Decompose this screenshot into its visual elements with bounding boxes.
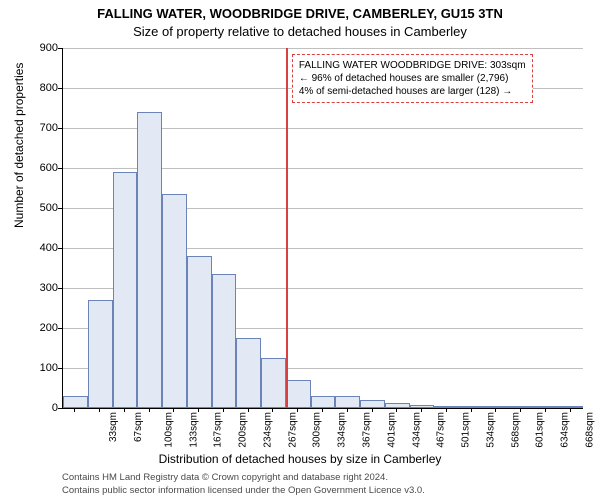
x-tick-label: 634sqm xyxy=(560,412,571,448)
annotation-line: FALLING WATER WOODBRIDGE DRIVE: 303sqm xyxy=(299,59,526,72)
histogram-bar xyxy=(459,406,484,408)
chart-title-main: FALLING WATER, WOODBRIDGE DRIVE, CAMBERL… xyxy=(0,6,600,21)
x-tick-mark xyxy=(198,408,199,412)
chart-title-sub: Size of property relative to detached ho… xyxy=(0,24,600,39)
histogram-bar xyxy=(360,400,385,408)
x-tick-label: 267sqm xyxy=(287,412,298,448)
histogram-bar xyxy=(286,380,311,408)
x-tick-mark xyxy=(99,408,100,412)
annotation-line: ← 96% of detached houses are smaller (2,… xyxy=(299,72,526,85)
x-tick-mark xyxy=(173,408,174,412)
x-tick-label: 434sqm xyxy=(411,412,422,448)
x-tick-mark xyxy=(149,408,150,412)
x-tick-label: 467sqm xyxy=(436,412,447,448)
x-tick-label: 300sqm xyxy=(312,412,323,448)
y-tick-label: 700 xyxy=(18,122,58,134)
x-tick-mark xyxy=(322,408,323,412)
y-tick-label: 100 xyxy=(18,362,58,374)
histogram-chart: FALLING WATER, WOODBRIDGE DRIVE, CAMBERL… xyxy=(0,0,600,500)
x-tick-mark xyxy=(124,408,125,412)
x-tick-mark xyxy=(74,408,75,412)
histogram-bar xyxy=(187,256,212,408)
y-tick-label: 600 xyxy=(18,162,58,174)
x-tick-label: 334sqm xyxy=(337,412,348,448)
footer-line-1: Contains HM Land Registry data © Crown c… xyxy=(62,472,388,483)
x-tick-mark xyxy=(396,408,397,412)
x-tick-mark xyxy=(495,408,496,412)
y-tick-label: 300 xyxy=(18,282,58,294)
x-tick-label: 534sqm xyxy=(485,412,496,448)
x-tick-label: 167sqm xyxy=(213,412,224,448)
x-tick-label: 100sqm xyxy=(163,412,174,448)
y-tick-label: 800 xyxy=(18,82,58,94)
x-tick-mark xyxy=(248,408,249,412)
y-tick-label: 400 xyxy=(18,242,58,254)
x-tick-label: 401sqm xyxy=(386,412,397,448)
x-tick-label: 200sqm xyxy=(238,412,249,448)
footer-line-2: Contains public sector information licen… xyxy=(62,485,425,496)
histogram-bar xyxy=(533,406,558,408)
x-tick-label: 568sqm xyxy=(510,412,521,448)
x-tick-mark xyxy=(272,408,273,412)
reference-line xyxy=(286,48,288,408)
x-tick-label: 601sqm xyxy=(535,412,546,448)
histogram-bar xyxy=(236,338,261,408)
histogram-bar xyxy=(558,406,583,408)
reference-annotation: FALLING WATER WOODBRIDGE DRIVE: 303sqm← … xyxy=(292,54,533,103)
x-tick-mark xyxy=(223,408,224,412)
x-tick-mark xyxy=(421,408,422,412)
y-tick-label: 200 xyxy=(18,322,58,334)
histogram-bar xyxy=(335,396,360,408)
x-tick-label: 133sqm xyxy=(188,412,199,448)
y-tick-label: 900 xyxy=(18,42,58,54)
x-tick-mark xyxy=(347,408,348,412)
histogram-bar xyxy=(137,112,162,408)
histogram-bar xyxy=(212,274,237,408)
histogram-bar xyxy=(311,396,336,408)
x-axis-label: Distribution of detached houses by size … xyxy=(0,452,600,466)
plot-area: FALLING WATER WOODBRIDGE DRIVE: 303sqm← … xyxy=(62,48,583,409)
x-tick-mark xyxy=(520,408,521,412)
x-tick-mark xyxy=(570,408,571,412)
x-tick-mark xyxy=(545,408,546,412)
x-tick-mark xyxy=(471,408,472,412)
histogram-bar xyxy=(162,194,187,408)
x-tick-mark xyxy=(446,408,447,412)
x-tick-label: 501sqm xyxy=(461,412,472,448)
histogram-bar xyxy=(63,396,88,408)
annotation-line: 4% of semi-detached houses are larger (1… xyxy=(299,85,526,98)
x-tick-label: 234sqm xyxy=(263,412,274,448)
histogram-bar xyxy=(261,358,286,408)
y-tick-label: 0 xyxy=(18,402,58,414)
histogram-bar xyxy=(88,300,113,408)
histogram-bar xyxy=(113,172,138,408)
y-tick-label: 500 xyxy=(18,202,58,214)
x-tick-mark xyxy=(297,408,298,412)
histogram-bar xyxy=(434,406,459,408)
x-tick-label: 33sqm xyxy=(108,412,119,442)
x-tick-label: 367sqm xyxy=(362,412,373,448)
x-tick-mark xyxy=(372,408,373,412)
x-tick-label: 668sqm xyxy=(584,412,595,448)
gridline xyxy=(63,48,583,49)
x-tick-label: 67sqm xyxy=(133,412,144,442)
